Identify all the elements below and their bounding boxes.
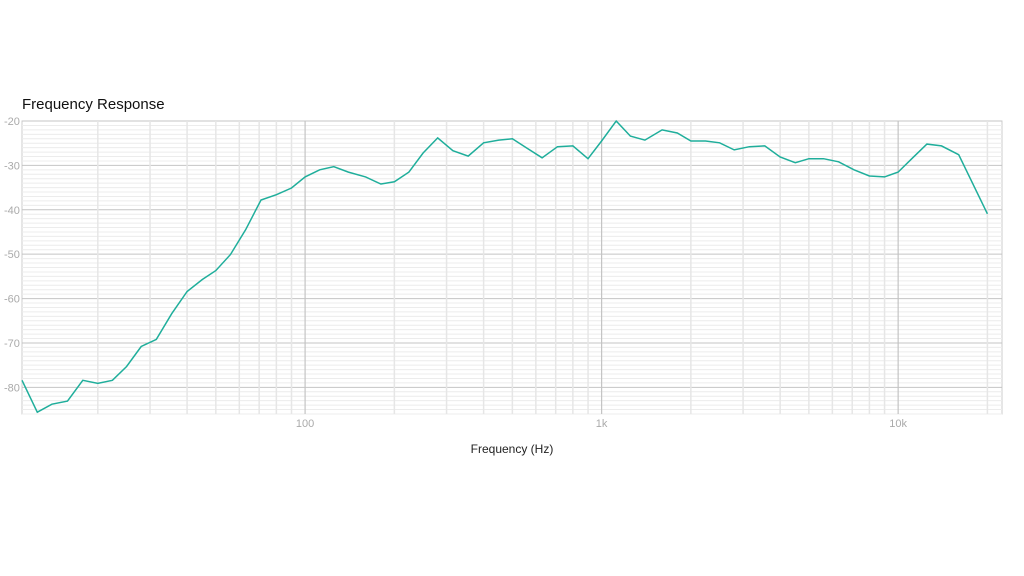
y-tick-label: -30 <box>4 160 20 172</box>
chart-title: Frequency Response <box>22 96 165 113</box>
axis-ticks: -20 -30 -40 -50 -60 -70 -80 100 1k 10k <box>4 116 908 430</box>
x-tick-label: 1k <box>596 418 608 430</box>
data-points <box>21 120 988 413</box>
y-tick-label: -50 <box>4 249 20 261</box>
y-tick-label: -60 <box>4 294 20 306</box>
grid <box>21 120 1003 415</box>
x-tick-label: 10k <box>889 418 907 430</box>
y-tick-label: -20 <box>4 116 20 128</box>
x-tick-label: 100 <box>296 418 314 430</box>
response-line <box>21 119 989 414</box>
y-tick-label: -70 <box>4 338 20 350</box>
y-tick-label: -80 <box>4 382 20 394</box>
x-axis-label: Frequency (Hz) <box>470 442 554 456</box>
y-tick-label: -40 <box>4 205 20 217</box>
